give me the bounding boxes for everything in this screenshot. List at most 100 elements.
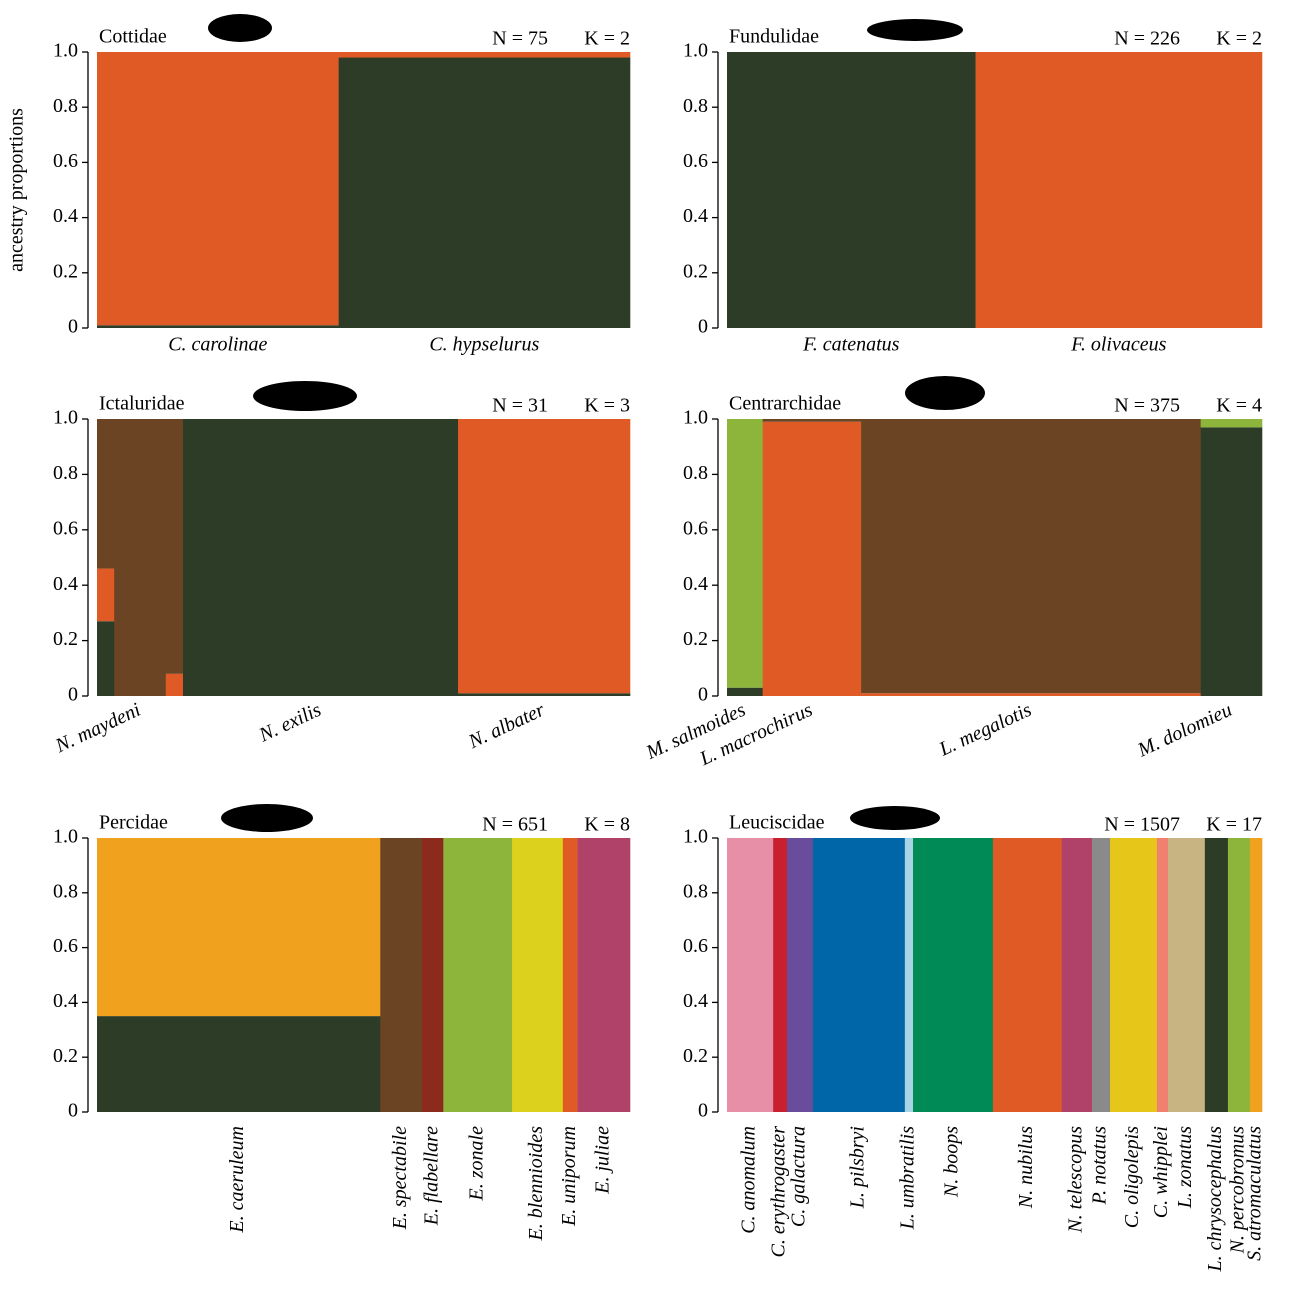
fish-icon [905, 376, 985, 410]
ancestry-segment [727, 838, 773, 1112]
ancestry-segment [1205, 838, 1228, 1112]
y-tick-label: 0.2 [53, 628, 78, 650]
ancestry-segment [861, 419, 1201, 693]
ancestry-segment [166, 419, 183, 674]
ancestry-segment [458, 419, 630, 693]
ancestry-segment [727, 419, 763, 688]
y-tick-label: 0.8 [53, 880, 78, 902]
species-label: E. juliae [591, 1126, 613, 1195]
species-label: L. chrysocephalus [1204, 1126, 1226, 1273]
species-label: E. caeruleum [226, 1126, 248, 1234]
y-tick-label: 0.6 [683, 150, 708, 172]
y-tick-label: 0.4 [53, 205, 78, 227]
panel-title: Percidae [99, 812, 168, 834]
ancestry-segment [380, 838, 422, 1112]
species-label: N. nubilus [1015, 1126, 1037, 1209]
ancestry-segment [97, 419, 114, 569]
y-tick-label: 1.0 [53, 407, 78, 429]
y-tick-label: 0.6 [53, 517, 78, 539]
y-tick-label: 1.0 [683, 826, 708, 848]
annotation: N = 75 [492, 28, 548, 50]
annotation: K = 2 [584, 28, 630, 50]
ancestry-segment [993, 838, 1062, 1112]
species-label: E. zonale [465, 1126, 487, 1202]
species-label: N. telescopus [1064, 1126, 1086, 1234]
ancestry-segment [97, 1016, 381, 1112]
y-tick-label: 0.8 [53, 95, 78, 117]
y-tick-label: 1.0 [683, 407, 708, 429]
ancestry-segment [976, 52, 1263, 328]
y-tick-label: 0.2 [683, 1045, 708, 1067]
species-label: N. albater [464, 699, 548, 754]
ancestry-segment [166, 674, 183, 696]
annotation: N = 226 [1114, 28, 1180, 50]
ancestry-segment [913, 838, 993, 1112]
annotation: K = 17 [1206, 814, 1262, 836]
ancestry-segment [114, 419, 166, 696]
species-label: L. pilsbryi [846, 1126, 868, 1209]
fish-icon [208, 14, 272, 42]
ancestry-segment [1062, 838, 1092, 1112]
species-label: N. boops [941, 1126, 963, 1198]
y-tick-label: 0 [698, 1100, 708, 1122]
ancestry-segment [1157, 838, 1168, 1112]
annotation: N = 651 [482, 814, 548, 836]
species-label: C. carolinae [168, 334, 267, 356]
ancestry-segment [512, 838, 563, 1112]
ancestry-segment [1110, 838, 1157, 1112]
y-tick-label: 0.8 [683, 95, 708, 117]
annotation: K = 8 [584, 814, 630, 836]
y-tick-label: 0.8 [53, 462, 78, 484]
species-label: C. oligolepis [1121, 1126, 1143, 1228]
ancestry-segment [1201, 419, 1263, 427]
species-label: S. atromaculatus [1244, 1126, 1266, 1261]
y-tick-label: 1.0 [53, 826, 78, 848]
species-label: E. uniporum [558, 1126, 580, 1227]
annotation: N = 375 [1114, 395, 1180, 417]
fish-icon [850, 806, 940, 830]
panel-title: Ictaluridae [99, 393, 185, 415]
panel-title: Cottidae [99, 26, 167, 48]
ancestry-segment [813, 838, 905, 1112]
y-tick-label: 0.4 [683, 990, 708, 1012]
fish-icon [253, 381, 357, 411]
fish-icon [221, 804, 313, 832]
y-tick-label: 0.2 [683, 628, 708, 650]
species-label: C. hypselurus [429, 334, 539, 356]
panel-title: Leuciscidae [729, 812, 825, 834]
page: {"chart_data": [ {"type": "bar", "title"… [0, 0, 1291, 1296]
y-tick-label: 0.4 [683, 205, 708, 227]
ancestry-segment [1228, 838, 1250, 1112]
ancestry-segment [339, 52, 631, 58]
annotation: N = 1507 [1104, 814, 1180, 836]
y-tick-label: 0.8 [683, 462, 708, 484]
y-tick-label: 0.6 [53, 935, 78, 957]
species-label: C. whipplei [1150, 1126, 1172, 1218]
species-label: L. umbratilis [897, 1126, 919, 1231]
species-label: E. spectabile [389, 1126, 411, 1230]
ancestry-segment [1092, 838, 1110, 1112]
y-tick-label: 0 [698, 316, 708, 338]
ancestry-segment [861, 693, 1201, 696]
y-tick-label: 0.8 [683, 880, 708, 902]
ancestry-segment [339, 58, 631, 328]
ancestry-segment [97, 569, 114, 622]
species-label: C. anomalum [738, 1126, 760, 1234]
fish-icon [867, 19, 963, 41]
y-tick-label: 0 [698, 684, 708, 706]
ancestry-segment [1250, 838, 1262, 1112]
y-tick-label: 0.4 [53, 990, 78, 1012]
y-tick-label: 0.6 [683, 517, 708, 539]
ancestry-segment [97, 52, 339, 325]
ancestry-segment [763, 422, 862, 696]
ancestry-segment [443, 838, 512, 1112]
ancestry-segment [578, 838, 631, 1112]
ancestry-segment [787, 838, 813, 1112]
y-tick-label: 1.0 [683, 40, 708, 62]
ancestry-segment [97, 838, 381, 1016]
ancestry-segment [727, 688, 763, 696]
ancestry-segment [183, 419, 458, 696]
panel-title: Centrarchidae [729, 393, 841, 415]
y-tick-label: 0.2 [683, 260, 708, 282]
species-label: N. maydeni [51, 699, 144, 758]
